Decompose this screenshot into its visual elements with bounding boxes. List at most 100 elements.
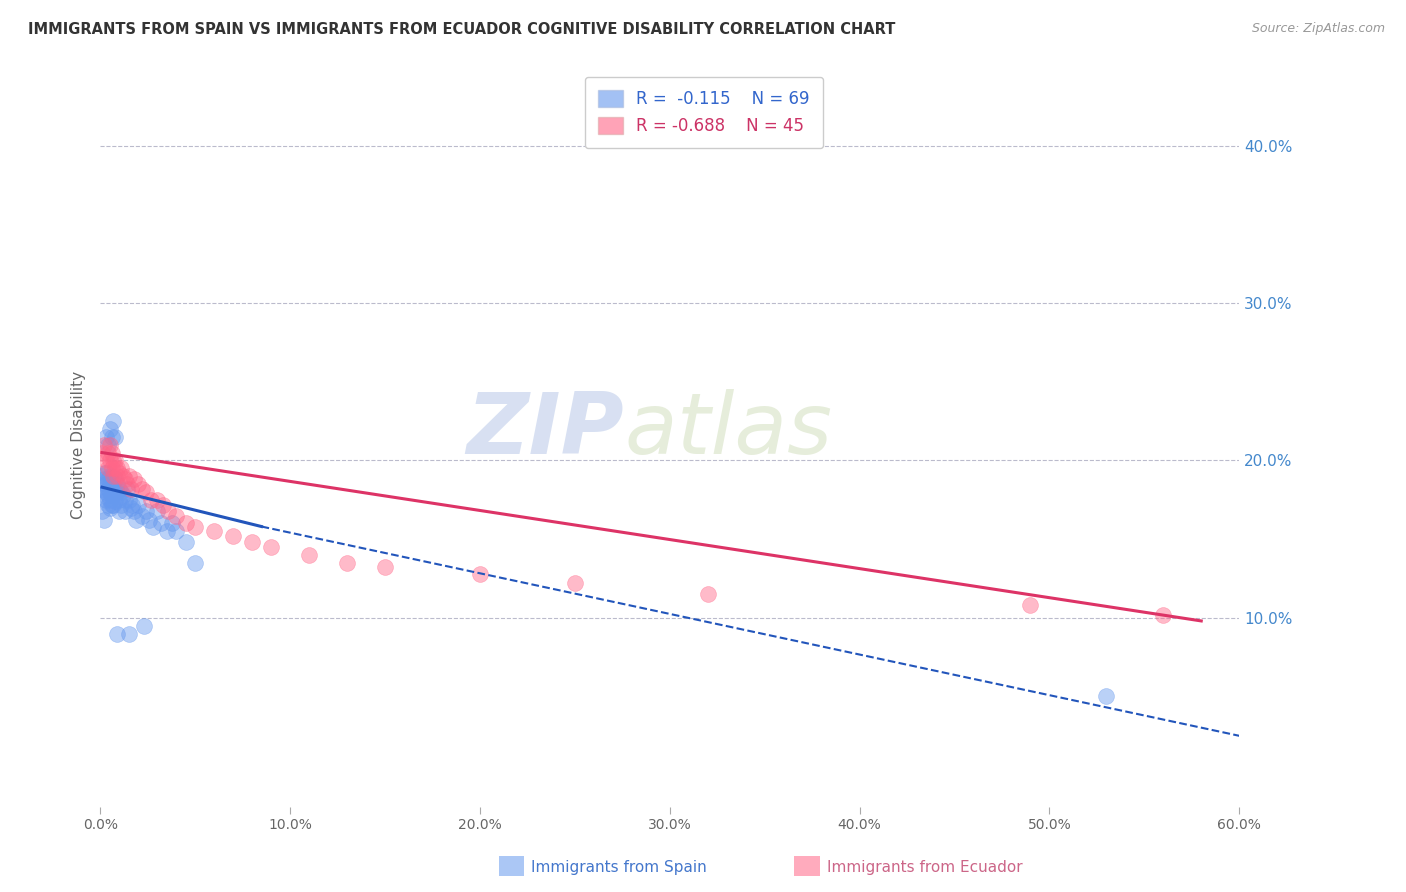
Point — [184, 556, 207, 570]
Text: atlas: atlas — [624, 389, 832, 472]
Point — [104, 484, 127, 499]
Point — [94, 477, 117, 491]
Point — [120, 482, 142, 496]
Point — [100, 445, 122, 459]
Point — [162, 516, 184, 531]
Point — [115, 477, 138, 491]
Point — [97, 438, 120, 452]
Point — [114, 492, 136, 507]
Point — [105, 461, 128, 475]
Point — [108, 504, 131, 518]
Point — [103, 498, 125, 512]
Point — [564, 576, 586, 591]
Point — [100, 430, 122, 444]
Text: ZIP: ZIP — [467, 389, 624, 472]
Point — [104, 461, 127, 475]
Point — [114, 472, 136, 486]
Point — [120, 500, 142, 515]
Point — [111, 469, 134, 483]
Point — [298, 548, 321, 562]
Point — [125, 513, 148, 527]
Point — [98, 500, 121, 515]
Point — [108, 492, 131, 507]
Point — [98, 477, 121, 491]
Point — [98, 438, 121, 452]
Point — [103, 414, 125, 428]
Point — [91, 504, 114, 518]
Text: Source: ZipAtlas.com: Source: ZipAtlas.com — [1251, 22, 1385, 36]
Point — [165, 508, 187, 523]
Point — [132, 618, 155, 632]
Point — [108, 466, 131, 480]
Point — [98, 492, 121, 507]
Point — [98, 422, 121, 436]
Point — [117, 626, 139, 640]
Point — [174, 516, 197, 531]
Point — [135, 504, 157, 518]
Point — [103, 482, 125, 496]
Point — [124, 504, 146, 518]
Point — [260, 540, 283, 554]
Point — [105, 477, 128, 491]
Point — [149, 516, 172, 531]
Point — [1095, 690, 1118, 704]
Point — [91, 469, 114, 483]
Point — [138, 513, 160, 527]
Point — [110, 498, 132, 512]
Point — [97, 445, 120, 459]
Point — [135, 484, 157, 499]
Point — [127, 477, 149, 491]
Point — [94, 484, 117, 499]
Point — [94, 430, 117, 444]
Point — [93, 488, 115, 502]
Point — [91, 445, 114, 459]
Point — [108, 482, 131, 496]
Point — [157, 504, 180, 518]
Point — [165, 524, 187, 539]
Point — [131, 508, 153, 523]
Point — [110, 461, 132, 475]
Text: Immigrants from Spain: Immigrants from Spain — [531, 860, 707, 874]
Point — [374, 560, 396, 574]
Point — [97, 482, 120, 496]
Point — [105, 626, 128, 640]
Point — [100, 480, 122, 494]
Point — [97, 461, 120, 475]
Point — [93, 438, 115, 452]
Point — [155, 524, 177, 539]
Point — [111, 488, 134, 502]
Point — [696, 587, 718, 601]
Point — [104, 472, 127, 486]
Point — [97, 488, 120, 502]
Point — [100, 461, 122, 475]
Point — [100, 488, 122, 502]
Point — [94, 453, 117, 467]
Point — [146, 492, 169, 507]
Point — [1152, 607, 1174, 622]
Point — [94, 492, 117, 507]
Point — [97, 472, 120, 486]
Point — [202, 524, 225, 539]
Point — [152, 498, 174, 512]
Point — [124, 472, 146, 486]
Point — [222, 529, 245, 543]
Point — [98, 484, 121, 499]
Point — [240, 535, 263, 549]
Point — [141, 492, 163, 507]
Point — [468, 566, 491, 581]
Point — [91, 482, 114, 496]
Point — [117, 492, 139, 507]
Point — [1019, 598, 1042, 612]
Point — [104, 453, 127, 467]
Point — [98, 453, 121, 467]
Point — [117, 469, 139, 483]
Point — [93, 513, 115, 527]
Point — [94, 466, 117, 480]
Text: Immigrants from Ecuador: Immigrants from Ecuador — [827, 860, 1022, 874]
Point — [121, 498, 143, 512]
Point — [103, 453, 125, 467]
Point — [103, 477, 125, 491]
Point — [105, 469, 128, 483]
Point — [142, 519, 165, 533]
Point — [100, 498, 122, 512]
